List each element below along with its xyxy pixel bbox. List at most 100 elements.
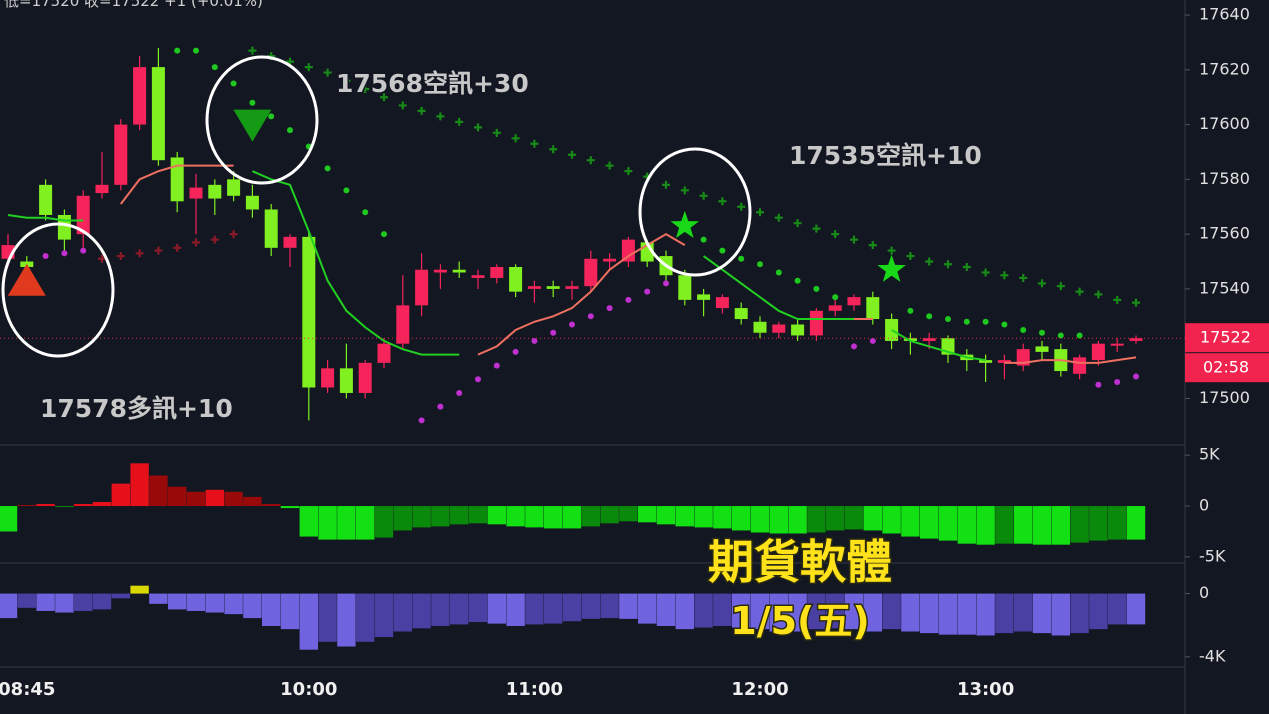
histogram-bar xyxy=(807,593,826,630)
histogram-bar xyxy=(412,506,431,528)
signal-marker xyxy=(877,254,906,282)
candle-body xyxy=(997,360,1011,363)
histogram-bar xyxy=(1089,506,1108,541)
sar-cross xyxy=(812,224,821,233)
sar-cross xyxy=(718,197,727,206)
sar-dot xyxy=(287,127,293,134)
sar-dot xyxy=(813,285,820,292)
sar-cross xyxy=(906,252,915,261)
histogram-bar xyxy=(74,504,93,507)
histogram-bar xyxy=(544,506,563,529)
histogram-bar xyxy=(468,593,488,623)
histogram-bar xyxy=(638,593,657,624)
sar-cross xyxy=(568,150,576,159)
histogram-bar xyxy=(525,506,544,528)
sar-cross xyxy=(192,238,200,247)
histogram-bar xyxy=(280,506,300,509)
histogram-bar xyxy=(788,506,807,534)
histogram-bar xyxy=(318,506,337,540)
histogram-bar xyxy=(675,506,694,527)
histogram-bar xyxy=(130,585,149,594)
histogram-bar xyxy=(562,593,582,622)
candle-body xyxy=(339,368,353,393)
histogram-bar xyxy=(656,593,676,626)
sar-dot xyxy=(437,403,444,410)
candle-body xyxy=(621,239,635,262)
sar-cross xyxy=(436,112,445,121)
x-tick-label: 10:00 xyxy=(280,679,337,700)
histogram-bar xyxy=(901,506,920,537)
candle-body xyxy=(791,324,805,336)
sar-cross xyxy=(323,68,332,77)
sar-cross xyxy=(925,257,934,266)
sar-dot xyxy=(193,47,199,54)
sar-cross xyxy=(398,101,407,110)
histogram-bar xyxy=(1070,506,1089,543)
sar-cross xyxy=(154,246,163,255)
highlight-circle xyxy=(1,222,115,358)
histogram-bar xyxy=(713,593,732,626)
sar-cross xyxy=(1113,295,1122,304)
histogram-bar xyxy=(130,463,149,507)
indicator-line xyxy=(891,329,986,362)
sar-dot xyxy=(343,187,350,194)
sar-dot xyxy=(531,337,538,344)
histogram-bar xyxy=(1108,593,1127,625)
sar-cross xyxy=(549,145,558,154)
sar-cross xyxy=(605,161,614,170)
histogram-bar xyxy=(957,506,976,544)
candle-body xyxy=(527,286,541,289)
histogram-bar xyxy=(262,593,281,626)
sar-dot xyxy=(61,250,68,257)
histogram-bar xyxy=(55,506,74,508)
sar-dot xyxy=(926,313,933,320)
sar-dot xyxy=(757,261,763,268)
sar-dot xyxy=(963,318,970,325)
sar-dot xyxy=(700,236,707,243)
y-tick-label: 17540 xyxy=(1199,278,1250,297)
sar-cross xyxy=(474,123,482,132)
sar-dot xyxy=(625,296,632,303)
annotation: 17578多訊+10 xyxy=(40,394,233,423)
histogram-bar xyxy=(431,593,450,626)
histogram-bar xyxy=(901,593,920,632)
histogram-bar xyxy=(92,501,112,507)
histogram-bar xyxy=(468,506,488,524)
sar-cross xyxy=(173,243,182,252)
sar-dot xyxy=(1133,373,1139,380)
histogram-bar xyxy=(1051,593,1070,636)
sar-cross xyxy=(380,93,388,102)
histogram-bar xyxy=(450,593,469,625)
candle-body xyxy=(678,275,692,300)
histogram-bar xyxy=(788,593,807,632)
histogram-bar xyxy=(487,593,506,624)
histogram-bar xyxy=(1014,593,1033,632)
histogram-bar xyxy=(224,491,243,507)
histogram-bar xyxy=(562,506,582,529)
histogram-bar xyxy=(280,593,300,630)
last-price-label: 17522 xyxy=(1200,328,1251,347)
sar-dot xyxy=(456,389,463,396)
candle-body xyxy=(321,368,335,388)
x-tick-label: 12:00 xyxy=(731,679,788,700)
sar-cross xyxy=(1038,279,1046,288)
candle-body xyxy=(39,184,53,215)
sar-dot xyxy=(663,280,669,287)
candle-body xyxy=(208,184,222,199)
histogram-bar xyxy=(506,506,525,527)
sar-cross xyxy=(98,254,106,263)
histogram-bar xyxy=(769,506,788,534)
sar-cross xyxy=(116,252,125,261)
sar-dot xyxy=(587,313,594,320)
sar-cross xyxy=(624,167,633,176)
histogram-bar xyxy=(431,506,450,527)
y-tick-label: 17500 xyxy=(1199,388,1250,407)
histogram-bar xyxy=(675,593,694,630)
candle-body xyxy=(922,338,936,341)
candle-body xyxy=(377,343,391,363)
histogram-bar xyxy=(638,506,657,523)
candle-body xyxy=(1129,338,1143,341)
sar-cross xyxy=(492,128,501,137)
histogram-bar xyxy=(920,593,939,634)
histogram-bar xyxy=(600,593,619,619)
